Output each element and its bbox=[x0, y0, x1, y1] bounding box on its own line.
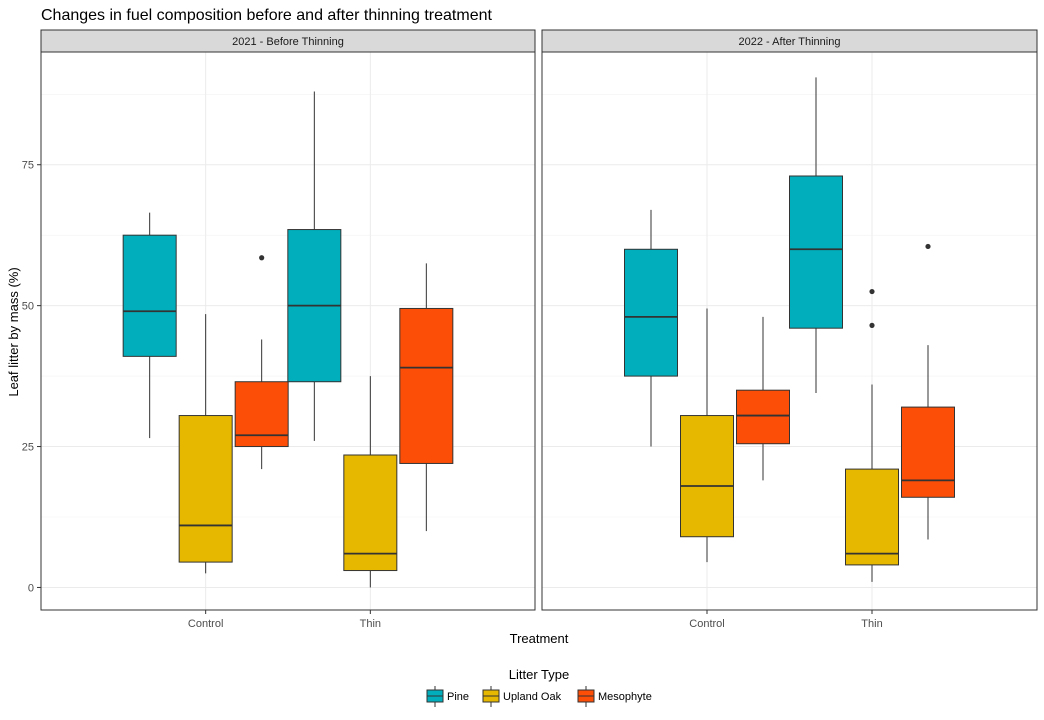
box-pine bbox=[287, 91, 342, 441]
box-body bbox=[901, 406, 955, 498]
outlier-point bbox=[869, 322, 875, 328]
panels-layer: 2021 - Before Thinning Control Thin 2022 - … bbox=[22, 29, 1038, 630]
legend-label: Pine bbox=[447, 691, 469, 703]
panel-background bbox=[542, 52, 1037, 610]
facet-strip bbox=[541, 29, 1038, 53]
box-body bbox=[680, 415, 734, 538]
facet-strip bbox=[40, 29, 536, 53]
box-body bbox=[178, 415, 233, 563]
box-body bbox=[234, 381, 289, 448]
box-body bbox=[624, 248, 678, 377]
x-tick-label: Thin bbox=[861, 618, 882, 630]
x-axis-title: Treatment bbox=[510, 631, 569, 646]
legend-item-mesophyte: Mesophyte bbox=[577, 686, 652, 707]
box-upland-oak bbox=[178, 314, 233, 574]
box-pine bbox=[122, 212, 177, 439]
box-body bbox=[122, 234, 177, 357]
box-pine bbox=[789, 77, 843, 393]
box-mesophyte bbox=[399, 263, 454, 532]
y-axis-title: Leaf litter by mass (%) bbox=[6, 267, 21, 396]
box-upland-oak bbox=[343, 376, 398, 588]
box-mesophyte bbox=[901, 243, 955, 540]
box-upland-oak bbox=[680, 308, 734, 563]
outlier-point bbox=[869, 288, 875, 295]
box-mesophyte bbox=[234, 255, 289, 470]
x-tick-label: Control bbox=[689, 618, 724, 630]
box-body bbox=[789, 175, 843, 329]
y-tick-label: 25 bbox=[22, 442, 34, 454]
chart-title: Changes in fuel composition before and a… bbox=[41, 7, 493, 24]
box-upland-oak bbox=[845, 288, 899, 582]
box-mesophyte bbox=[736, 316, 790, 481]
box-body bbox=[399, 307, 454, 464]
y-tick-label: 75 bbox=[22, 160, 34, 172]
x-tick-label: Thin bbox=[360, 618, 381, 630]
legend-title: Litter Type bbox=[509, 667, 569, 682]
box-body bbox=[845, 468, 899, 566]
facet-strip-label: 2021 - Before Thinning bbox=[232, 36, 344, 48]
y-tick-label: 50 bbox=[22, 301, 34, 313]
box-pine bbox=[624, 209, 678, 447]
x-tick-label: Control bbox=[188, 618, 223, 630]
legend-item-pine: Pine bbox=[426, 686, 469, 707]
box-body bbox=[343, 454, 398, 572]
legend: Litter Type Pine Upland Oak Mesophyte bbox=[426, 667, 652, 707]
facet-strip-label: 2022 - After Thinning bbox=[739, 36, 841, 48]
legend-item-upland-oak: Upland Oak bbox=[482, 686, 562, 707]
outlier-point bbox=[259, 255, 265, 261]
legend-label: Mesophyte bbox=[598, 691, 652, 703]
outlier-point bbox=[925, 243, 931, 250]
legend-label: Upland Oak bbox=[503, 691, 562, 703]
y-tick-label: 0 bbox=[28, 582, 34, 594]
box-body bbox=[736, 389, 790, 445]
